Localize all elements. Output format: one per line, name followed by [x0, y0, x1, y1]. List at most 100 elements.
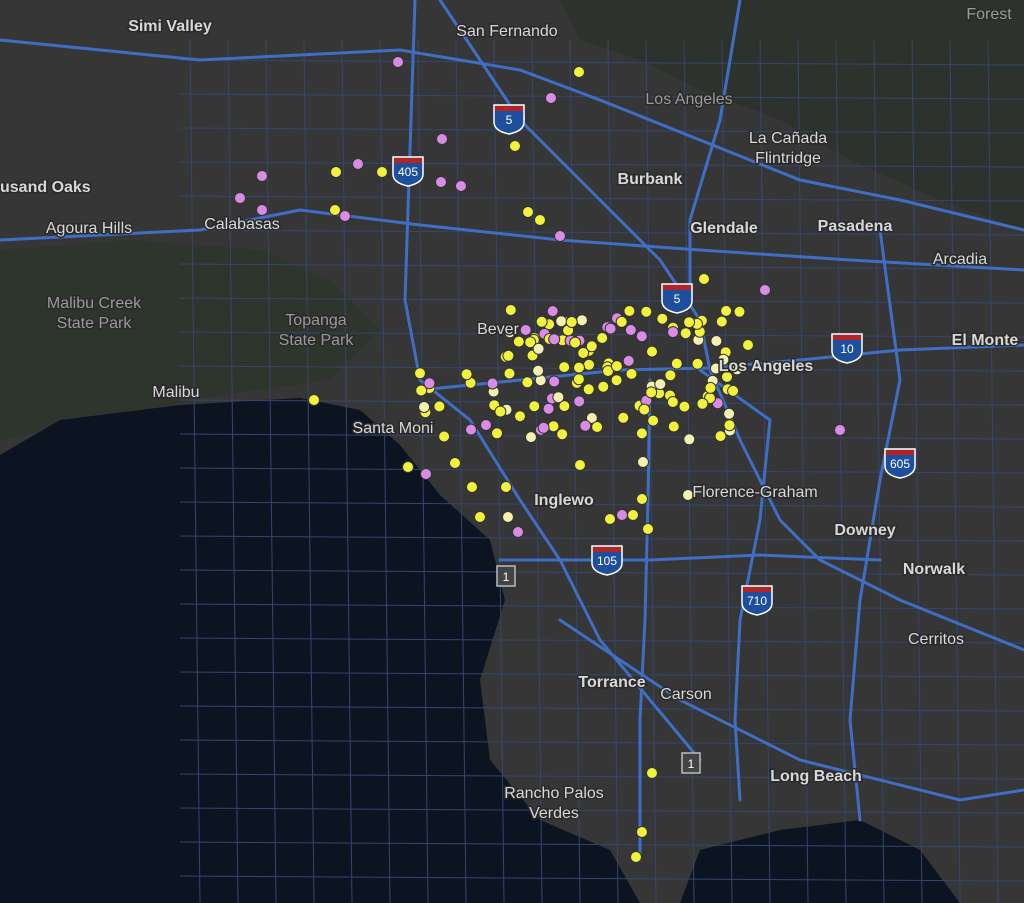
street: [179, 297, 1024, 304]
data-point: [642, 523, 654, 535]
place-label: Torrance: [578, 674, 645, 691]
data-point: [636, 493, 648, 505]
data-point: [455, 180, 467, 192]
data-point: [670, 357, 683, 370]
data-point: [596, 332, 609, 344]
data-point: [545, 92, 557, 104]
data-point: [465, 423, 477, 436]
data-point: [402, 461, 414, 473]
data-point: [572, 373, 585, 386]
data-point: [616, 509, 628, 521]
data-point: [376, 166, 388, 178]
data-point: [604, 322, 617, 335]
data-point: [721, 370, 733, 383]
data-point: [474, 511, 486, 523]
street: [569, 39, 581, 903]
data-point: [623, 305, 636, 317]
interstate-shield: [661, 283, 693, 314]
shield-top: [495, 106, 523, 111]
shield-top: [886, 450, 914, 455]
data-point: [635, 427, 648, 440]
street: [179, 841, 1024, 848]
data-point: [546, 305, 559, 318]
data-point: [532, 364, 545, 377]
data-point: [449, 457, 461, 469]
street: [873, 39, 885, 903]
data-point: [617, 411, 630, 424]
shield-top: [394, 158, 422, 163]
place-label: usand Oaks: [0, 179, 91, 196]
data-point: [542, 402, 555, 415]
labels: Simi Valley San Fernando Forest Los Angeles…: [0, 5, 1020, 824]
data-point: [494, 405, 507, 418]
street: [179, 739, 1024, 746]
data-point: [423, 377, 436, 390]
street: [179, 773, 1024, 780]
place-label: Rancho Palos: [504, 785, 604, 802]
street: [179, 671, 1024, 678]
street: [179, 433, 1024, 440]
data-point: [646, 767, 658, 779]
data-point: [582, 383, 595, 396]
street: [179, 603, 1024, 610]
interstate-shield: [493, 104, 525, 135]
data-point: [709, 362, 722, 375]
data-point: [329, 204, 341, 216]
data-point: [704, 381, 717, 394]
street: [179, 127, 1024, 134]
data-point: [579, 419, 592, 432]
data-point: [759, 284, 771, 296]
data-point: [330, 166, 342, 178]
data-point: [667, 420, 680, 433]
place-label: Malibu: [152, 384, 199, 401]
street: [179, 59, 1024, 66]
data-point: [585, 340, 598, 353]
data-point: [678, 400, 691, 413]
data-point: [573, 361, 585, 374]
data-point: [723, 407, 736, 420]
place-label: Los Angeles: [645, 91, 732, 108]
data-point: [565, 316, 578, 328]
data-point: [656, 312, 669, 325]
place-label: La Cañada: [749, 130, 827, 147]
shield-top: [833, 335, 861, 340]
data-point: [503, 326, 516, 339]
data-point: [696, 397, 709, 410]
data-point: [532, 342, 545, 355]
street: [607, 39, 619, 903]
street: [179, 467, 1024, 474]
data-point: [625, 367, 638, 380]
place-label: Calabasas: [204, 216, 280, 233]
data-point: [666, 396, 679, 408]
data-point: [597, 380, 610, 393]
data-point: [512, 335, 525, 348]
data-point: [392, 56, 404, 68]
data-point: [577, 347, 590, 359]
data-point: [433, 400, 446, 413]
place-label: Agoura Hills: [46, 220, 132, 237]
data-point: [610, 360, 623, 373]
data-point: [552, 391, 565, 404]
data-point: [573, 66, 585, 78]
data-point: [664, 369, 677, 382]
data-point: [256, 170, 268, 182]
data-point: [547, 420, 560, 433]
data-point: [525, 431, 537, 444]
place-label: Topanga: [285, 312, 346, 329]
street: [179, 263, 1024, 270]
place-label: State Park: [57, 315, 133, 332]
street: [179, 501, 1024, 508]
data-point: [504, 304, 517, 316]
street: [179, 807, 1024, 814]
data-point: [591, 421, 604, 433]
data-point: [502, 349, 515, 362]
street: [189, 39, 201, 903]
shield-label: 10: [840, 342, 854, 356]
data-point: [622, 354, 635, 367]
data-point: [715, 315, 728, 328]
data-point: [710, 335, 723, 347]
place-label: Simi Valley: [128, 18, 212, 35]
street: [227, 39, 239, 903]
data-point: [491, 427, 503, 440]
data-point: [514, 410, 526, 423]
